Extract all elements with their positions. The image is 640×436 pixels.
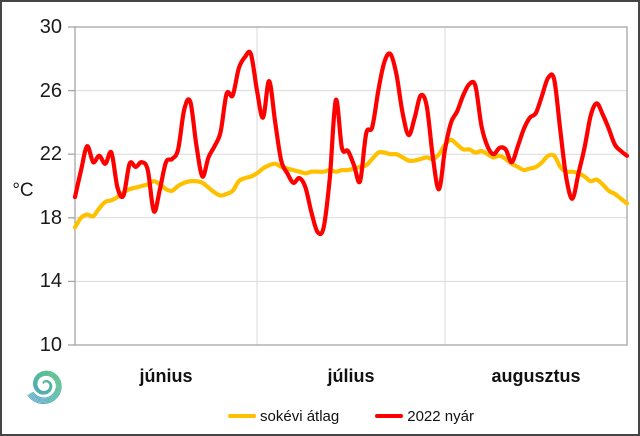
series-line-average [72, 137, 630, 230]
legend-item-2022: 2022 nyár [375, 408, 474, 425]
series-line-2022 [72, 49, 630, 237]
y-axis-tick-label: 10 [39, 334, 62, 356]
x-axis-month-label: július [327, 366, 375, 386]
x-axis-month-label: június [139, 366, 193, 386]
spiral-stroke [27, 370, 62, 405]
spiral-swirl-logo [27, 370, 62, 405]
y-axis-tick-label: 14 [39, 270, 62, 293]
legend-label-average: sokévi átlag [260, 407, 340, 425]
plot-frame [74, 26, 628, 346]
legend-label-2022: 2022 nyár [407, 407, 474, 425]
y-axis-tick-label: 18 [39, 206, 62, 229]
y-axis-tick-label: 22 [39, 143, 62, 166]
chart-legend: sokévi átlag 2022 nyár [75, 405, 627, 427]
y-axis-tick-label: 26 [39, 79, 62, 102]
legend-swatch-average-line [228, 413, 257, 419]
x-axis-month-label: augusztus [491, 366, 581, 386]
y-axis-unit-label: °C [12, 180, 34, 201]
legend-swatch-2022-line [375, 413, 404, 419]
y-axis-tick-label: 30 [39, 16, 62, 38]
legend-item-average: sokévi átlag [228, 408, 339, 425]
